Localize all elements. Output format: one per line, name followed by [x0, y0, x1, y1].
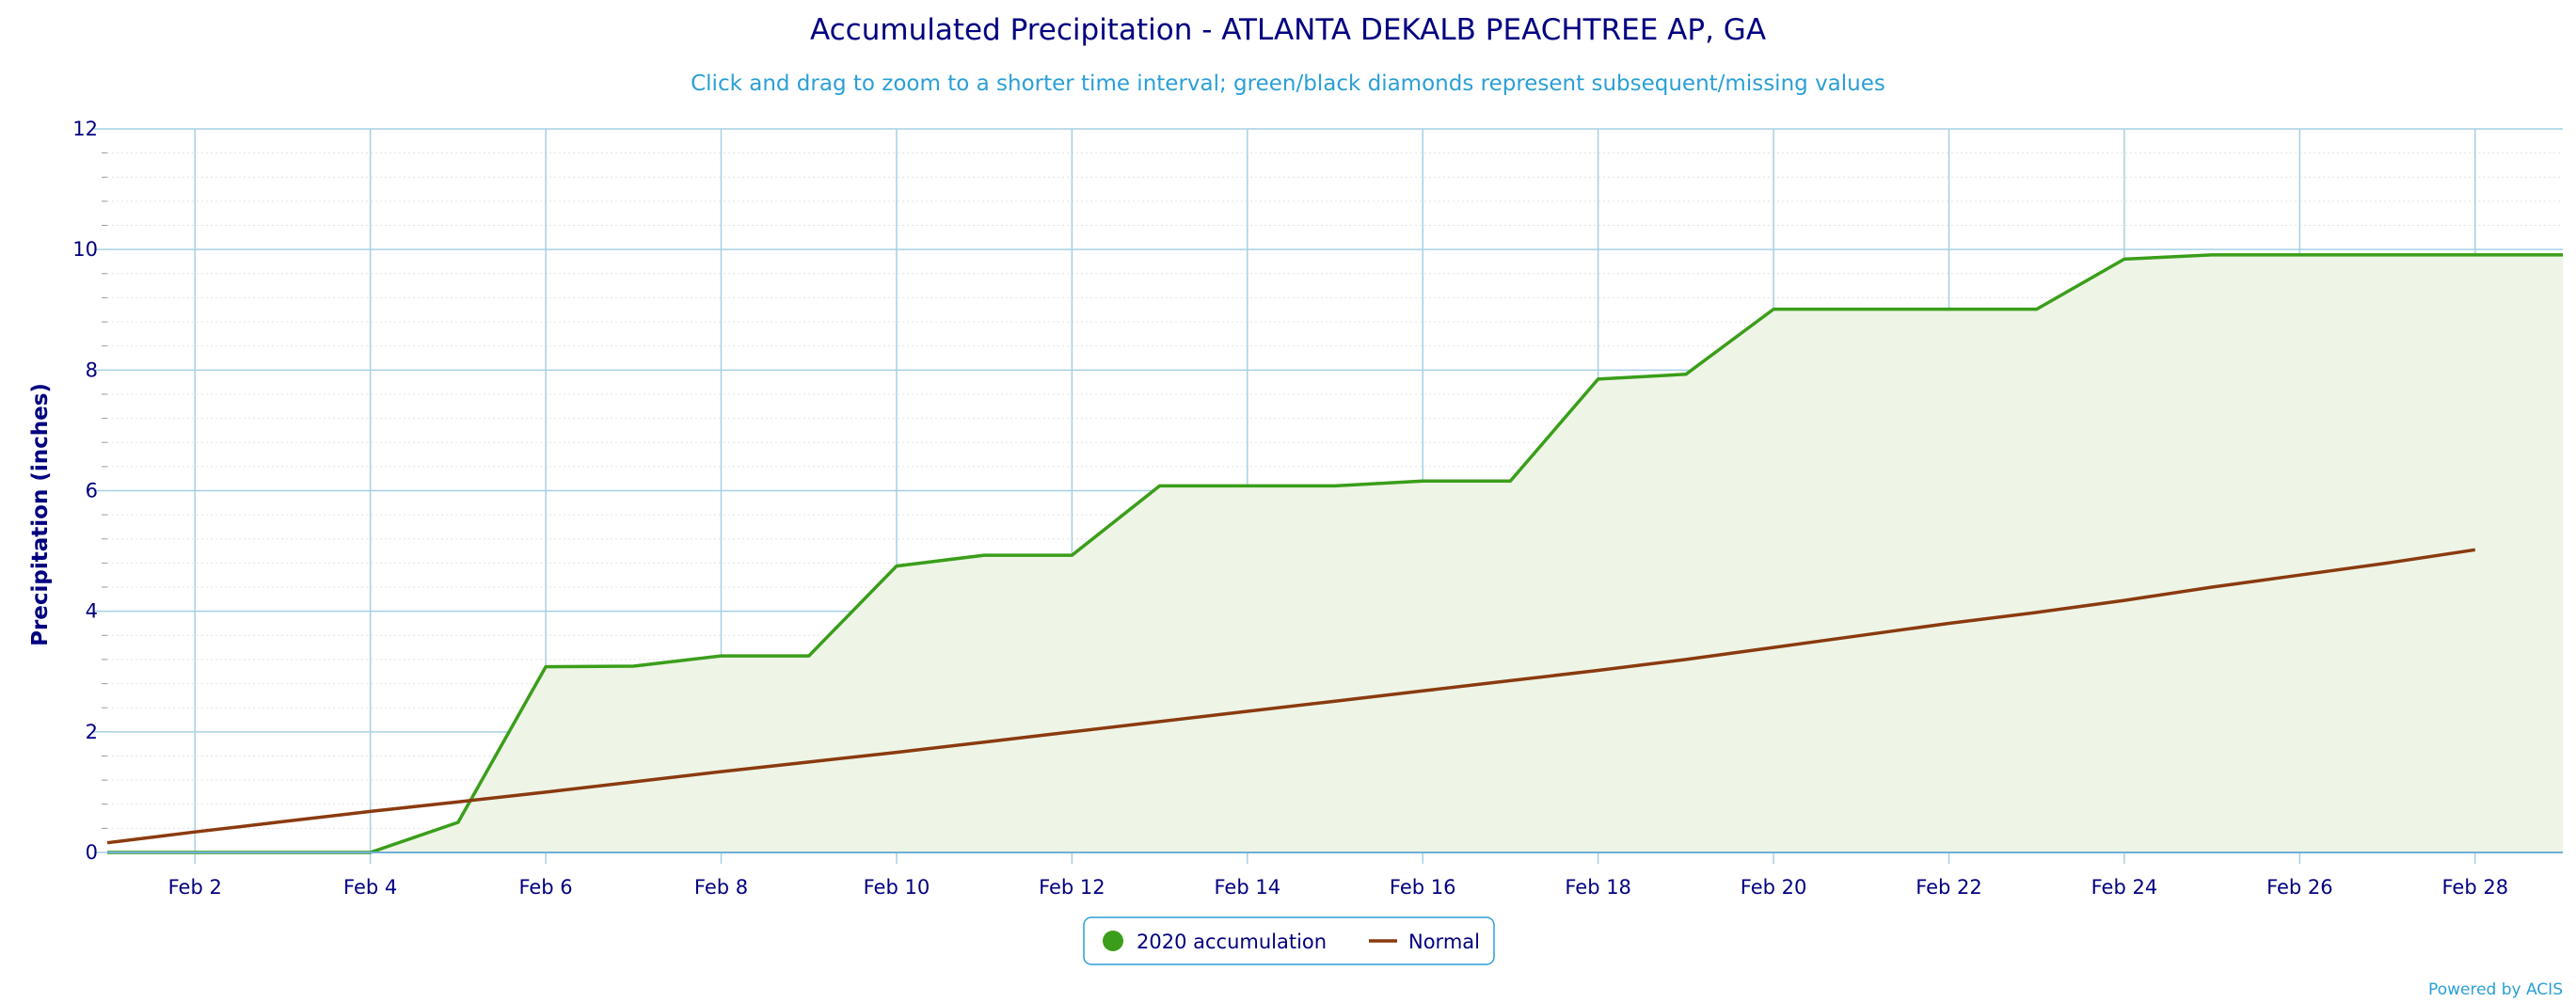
- data-point-normal[interactable]: [2382, 557, 2393, 568]
- data-point-2020-accumulation[interactable]: [2557, 249, 2568, 261]
- data-point-normal[interactable]: [1680, 654, 1692, 665]
- data-point-normal[interactable]: [1944, 618, 1955, 629]
- plot-area[interactable]: [102, 249, 2568, 858]
- legend-label-2020-accumulation: 2020 accumulation: [1137, 931, 1327, 953]
- legend-item-2020-accumulation[interactable]: 2020 accumulation: [1103, 931, 1327, 953]
- series-line-2020-accumulation[interactable]: [107, 253, 2563, 854]
- data-point-2020-accumulation[interactable]: [628, 661, 639, 672]
- x-tick-label: Feb 26: [2266, 876, 2333, 899]
- data-point-2020-accumulation[interactable]: [1855, 304, 1867, 315]
- data-point-normal[interactable]: [453, 796, 464, 807]
- data-point-2020-accumulation[interactable]: [2470, 249, 2481, 261]
- data-point-normal[interactable]: [628, 776, 639, 788]
- x-tick-label: Feb 8: [694, 876, 748, 899]
- data-point-2020-accumulation[interactable]: [1680, 369, 1692, 380]
- data-point-normal[interactable]: [1329, 695, 1341, 707]
- x-tick-label: Feb 10: [864, 876, 930, 899]
- x-tick-label: Feb 16: [1390, 876, 1456, 899]
- data-point-normal[interactable]: [1593, 665, 1604, 677]
- y-tick-label: 0: [86, 841, 98, 864]
- y-tick-label: 10: [72, 238, 98, 261]
- data-point-normal[interactable]: [2119, 595, 2130, 606]
- data-point-2020-accumulation[interactable]: [2294, 249, 2305, 261]
- data-point-2020-accumulation[interactable]: [1768, 304, 1779, 315]
- data-point-normal[interactable]: [978, 737, 990, 748]
- legend-label-normal: Normal: [1408, 931, 1480, 953]
- data-point-2020-accumulation[interactable]: [1242, 480, 1253, 491]
- data-point-2020-accumulation[interactable]: [716, 650, 727, 661]
- data-point-normal[interactable]: [1855, 629, 1867, 641]
- x-tick-label: Feb 24: [2091, 876, 2158, 899]
- data-point-2020-accumulation[interactable]: [803, 650, 815, 661]
- data-point-2020-accumulation[interactable]: [978, 549, 990, 561]
- data-point-2020-accumulation[interactable]: [1504, 475, 1516, 486]
- chart-title: Accumulated Precipitation - ATLANTA DEKA…: [810, 13, 1766, 47]
- data-point-2020-accumulation[interactable]: [2031, 304, 2043, 315]
- x-tick-label: Feb 14: [1214, 876, 1280, 899]
- data-point-normal[interactable]: [277, 816, 288, 827]
- data-point-normal[interactable]: [1154, 716, 1166, 727]
- x-tick-label: Feb 2: [168, 876, 222, 899]
- data-point-2020-accumulation[interactable]: [1154, 480, 1166, 491]
- x-tick-label: Feb 6: [518, 876, 572, 899]
- data-point-normal[interactable]: [365, 805, 376, 817]
- data-point-normal[interactable]: [891, 747, 902, 758]
- legend-marker-2020-accumulation: [1103, 931, 1123, 951]
- y-tick-label: 2: [86, 721, 98, 743]
- data-point-normal[interactable]: [1242, 706, 1253, 717]
- data-point-2020-accumulation[interactable]: [2119, 253, 2130, 264]
- x-tick-label: Feb 18: [1565, 876, 1631, 899]
- data-point-normal[interactable]: [102, 837, 113, 849]
- y-tick-label: 4: [86, 600, 98, 623]
- data-point-2020-accumulation[interactable]: [1417, 475, 1428, 486]
- series-area-2020-accumulation: [107, 254, 2563, 852]
- data-point-2020-accumulation[interactable]: [453, 817, 464, 828]
- credits-link[interactable]: Powered by ACIS: [2428, 980, 2563, 999]
- data-point-2020-accumulation[interactable]: [1593, 374, 1604, 385]
- data-point-normal[interactable]: [2206, 581, 2218, 593]
- data-point-normal[interactable]: [2470, 544, 2481, 555]
- legend-box: [1083, 916, 1495, 965]
- y-tick-label: 6: [86, 480, 98, 502]
- legend-item-normal[interactable]: Normal: [1369, 931, 1480, 953]
- data-point-2020-accumulation[interactable]: [2206, 249, 2218, 261]
- data-point-normal[interactable]: [1417, 685, 1428, 696]
- x-tick-label: Feb 20: [1741, 876, 1807, 899]
- data-point-normal[interactable]: [1066, 726, 1077, 738]
- data-point-normal[interactable]: [1504, 675, 1516, 686]
- data-point-2020-accumulation[interactable]: [2382, 249, 2393, 261]
- x-tick-label: Feb 22: [1916, 876, 1982, 899]
- x-tick-label: Feb 4: [343, 876, 397, 899]
- axes: 0 2 4 6 8 10 12 Feb 2 Feb 4 Feb 6 Feb 8 Feb 10 Feb 1…: [72, 118, 2563, 899]
- x-tick-label: Feb 12: [1039, 876, 1105, 899]
- data-point-2020-accumulation[interactable]: [1944, 304, 1955, 315]
- data-point-2020-accumulation[interactable]: [540, 661, 551, 673]
- data-point-normal[interactable]: [1768, 642, 1779, 653]
- data-point-normal[interactable]: [189, 826, 200, 837]
- legend[interactable]: 2020 accumulation Normal: [1083, 916, 1495, 965]
- series-line-normal[interactable]: [106, 548, 2476, 845]
- data-point-normal[interactable]: [2294, 569, 2305, 581]
- data-point-2020-accumulation[interactable]: [1066, 549, 1077, 561]
- data-point-normal[interactable]: [716, 766, 727, 777]
- y-axis-label: Precipitation (inches): [28, 383, 53, 646]
- chart-subtitle: Click and drag to zoom to a shorter time…: [691, 72, 1885, 96]
- data-point-2020-accumulation[interactable]: [1329, 480, 1341, 491]
- data-point-normal[interactable]: [803, 756, 815, 768]
- data-point-normal[interactable]: [540, 787, 551, 798]
- data-point-normal[interactable]: [2031, 607, 2043, 618]
- data-point-2020-accumulation[interactable]: [891, 561, 902, 572]
- y-tick-label: 8: [86, 358, 98, 381]
- y-tick-label: 12: [72, 118, 98, 140]
- x-tick-label: Feb 28: [2441, 876, 2508, 899]
